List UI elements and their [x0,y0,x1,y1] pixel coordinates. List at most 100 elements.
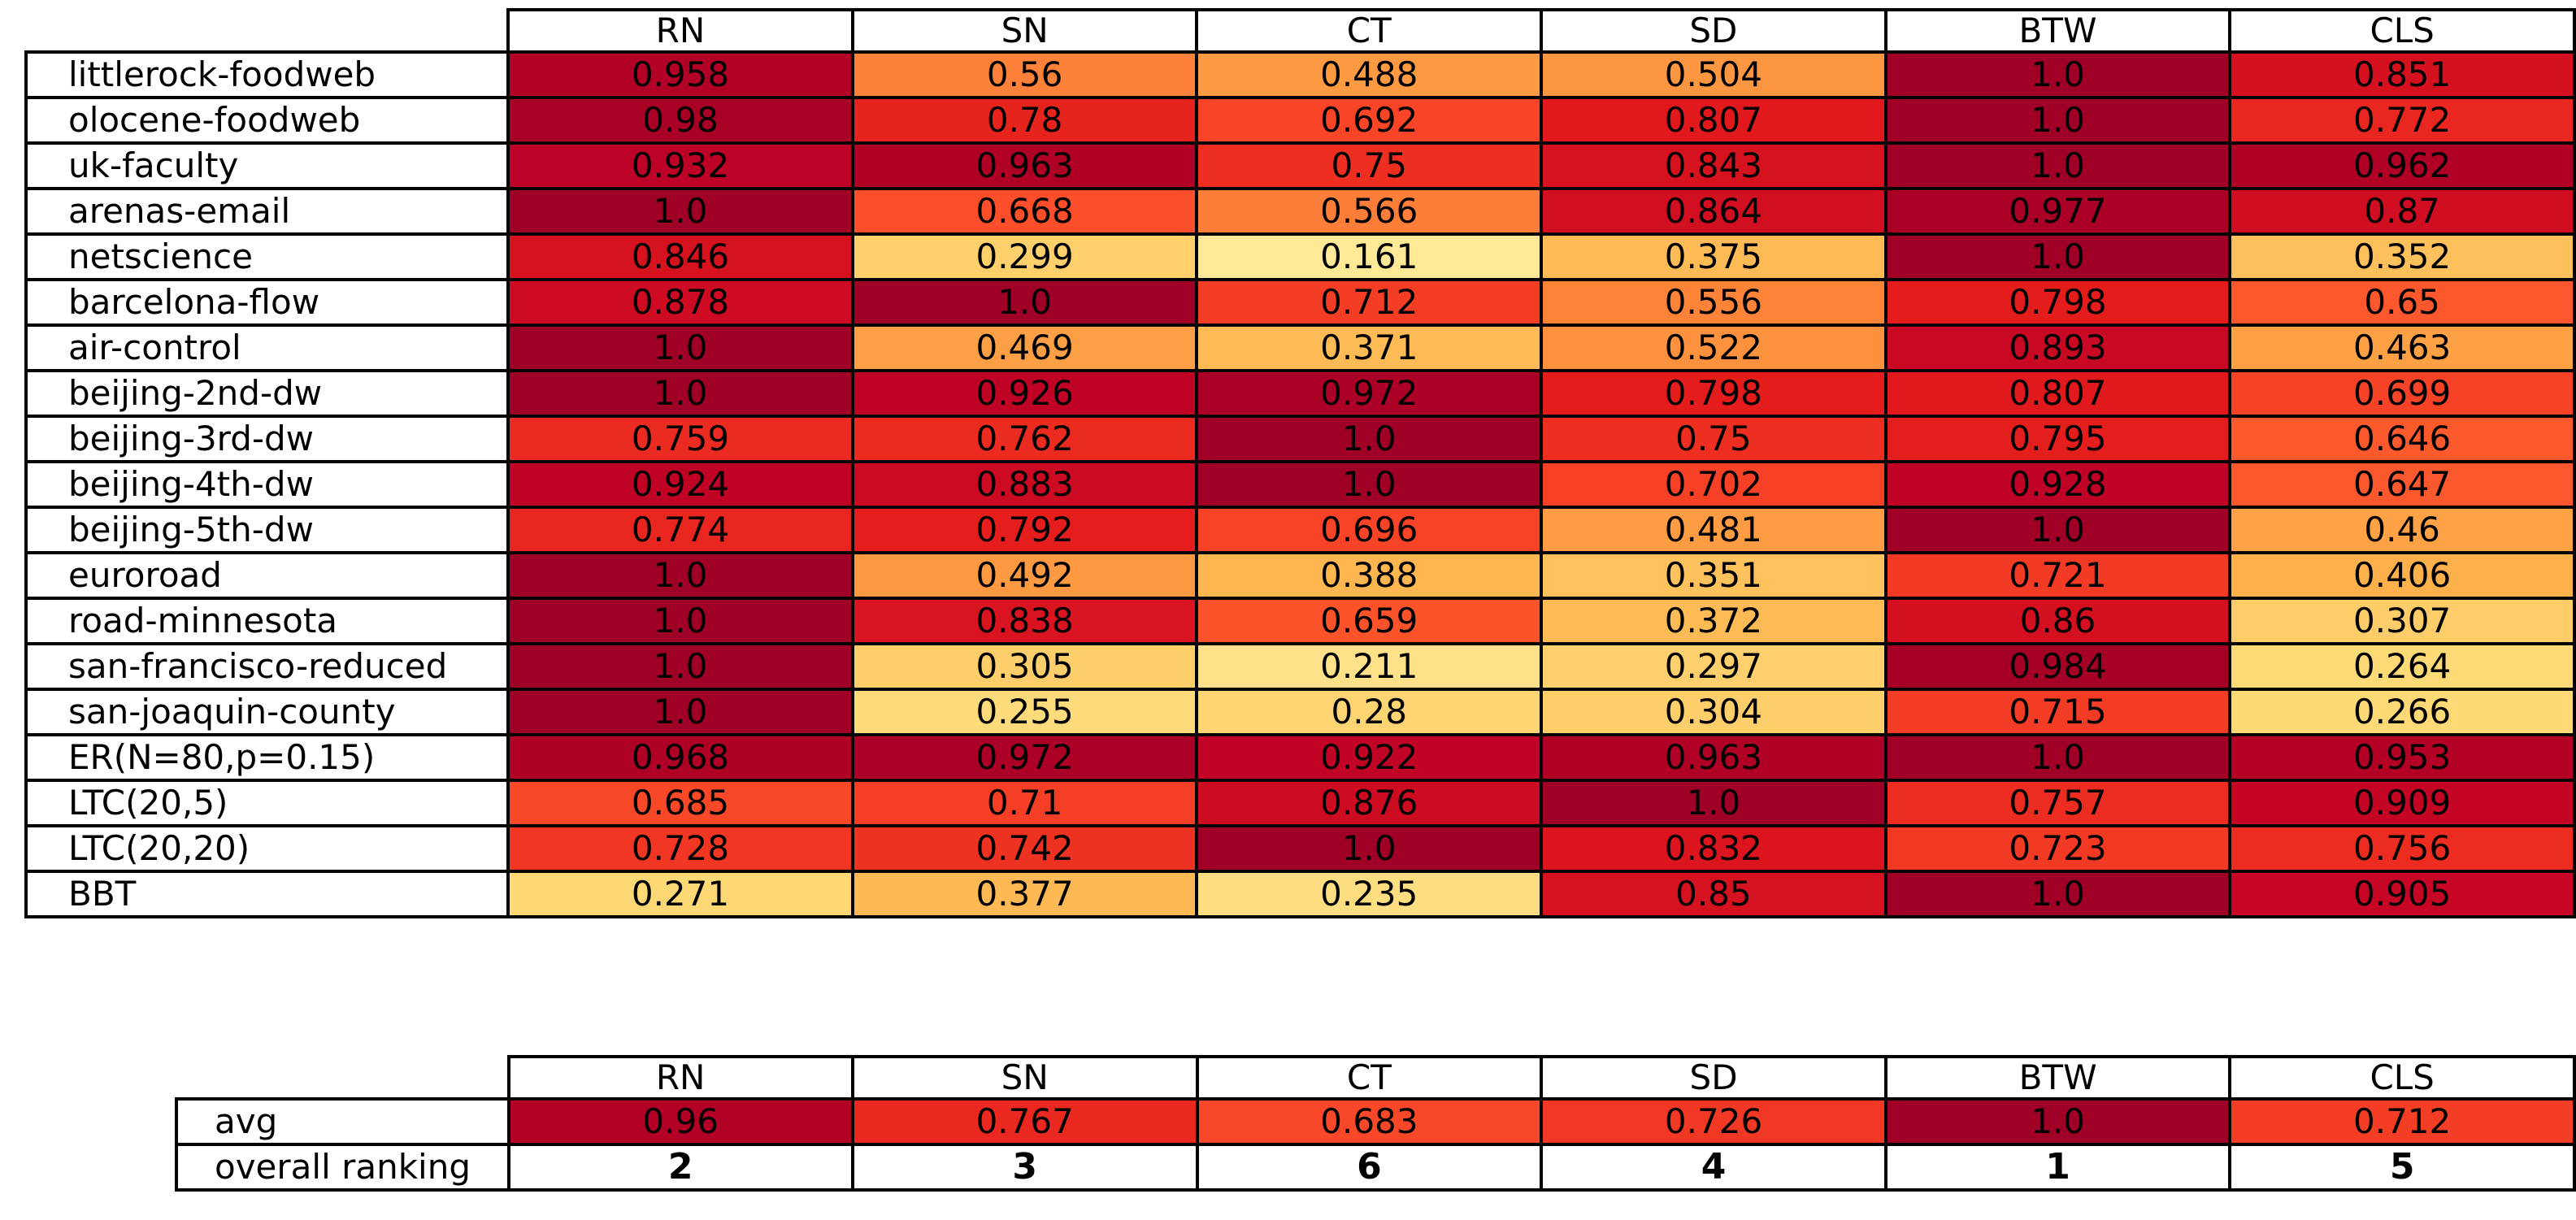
heatmap-cell: 0.909 [2228,779,2576,827]
heatmap-cell: 0.712 [2228,1097,2576,1146]
heatmap-cell: 0.264 [2228,642,2576,691]
heatmap-cell: 1.0 [1883,870,2232,918]
heatmap-cell: 0.352 [2228,232,2576,281]
heatmap-cell: 0.371 [1195,323,1544,372]
heatmap-cell: 0.762 [850,415,1199,463]
heatmap-cell: 0.75 [1540,415,1887,463]
heatmap-cell: 0.883 [850,460,1199,509]
heatmap-cell: 1.0 [1540,779,1887,827]
row-label: beijing-2nd-dw [24,369,510,418]
row-label: netscience [24,232,510,281]
heatmap-cell: 1.0 [506,369,854,418]
heatmap-cell: 0.351 [1540,551,1887,600]
heatmap-cell: 1.0 [1883,733,2232,782]
heatmap-cell: 0.307 [2228,597,2576,645]
heatmap-cell: 0.86 [1883,597,2232,645]
heatmap-cell: 0.953 [2228,733,2576,782]
row-label: avg [175,1097,510,1146]
heatmap-cell: 0.78 [850,96,1199,145]
row-label: uk-faculty [24,141,510,190]
heatmap-cell: 0.702 [1540,460,1887,509]
row-label: beijing-3rd-dw [24,415,510,463]
heatmap-cell: 0.299 [850,232,1199,281]
heatmap-cell: 0.984 [1883,642,2232,691]
column-header: BTW [1883,1055,2232,1101]
column-header: BTW [1883,8,2232,54]
heatmap-cell: 0.712 [1195,278,1544,327]
heatmap-cell: 0.469 [850,323,1199,372]
row-label: ER(N=80,p=0.15) [24,733,510,782]
ranking-cell: 6 [1195,1143,1544,1192]
summary-heatmap-table: RN SN CT SD BTW CLS avg 0.96 0.767 0.683 0.726 1.0 0… [175,1055,2576,1192]
heatmap-cell: 0.795 [1883,415,2232,463]
heatmap-cell: 0.767 [850,1097,1199,1146]
heatmap-cell: 0.305 [850,642,1199,691]
row-label: BBT [24,870,510,918]
heatmap-cell: 0.922 [1195,733,1544,782]
heatmap-cell: 1.0 [506,597,854,645]
heatmap-cell: 0.905 [2228,870,2576,918]
heatmap-cell: 0.683 [1195,1097,1544,1146]
heatmap-cell: 1.0 [506,323,854,372]
benchmark-heatmap-table: RN SN CT SD BTW CLS littlerock-foodweb 0.958 0.5… [24,8,2576,918]
heatmap-cell: 0.696 [1195,506,1544,554]
heatmap-cell: 0.742 [850,824,1199,873]
column-header: RN [506,8,854,54]
heatmap-cell: 0.699 [2228,369,2576,418]
heatmap-cell: 0.28 [1195,688,1544,736]
ranking-cell: 1 [1883,1143,2232,1192]
row-label: littlerock-foodweb [24,50,510,99]
heatmap-cell: 0.846 [506,232,854,281]
heatmap-cell: 0.646 [2228,415,2576,463]
row-label: LTC(20,5) [24,779,510,827]
row-label: barcelona-flow [24,278,510,327]
corner-spacer [176,1057,509,1099]
heatmap-cell: 1.0 [1883,506,2232,554]
heatmap-cell: 0.772 [2228,96,2576,145]
heatmap-cell: 0.304 [1540,688,1887,736]
heatmap-cell: 0.962 [2228,141,2576,190]
heatmap-cell: 0.928 [1883,460,2232,509]
heatmap-cell: 0.864 [1540,187,1887,236]
heatmap-cell: 1.0 [506,551,854,600]
column-header: RN [506,1055,854,1101]
heatmap-cell: 0.798 [1540,369,1887,418]
heatmap-cell: 1.0 [1883,232,2232,281]
row-label: air-control [24,323,510,372]
heatmap-cell: 0.756 [2228,824,2576,873]
heatmap-cell: 0.388 [1195,551,1544,600]
heatmap-cell: 0.266 [2228,688,2576,736]
heatmap-cell: 1.0 [1883,1097,2232,1146]
heatmap-cell: 1.0 [1195,415,1544,463]
heatmap-cell: 0.56 [850,50,1199,99]
ranking-cell: 2 [506,1143,854,1192]
heatmap-cell: 0.968 [506,733,854,782]
heatmap-cell: 0.87 [2228,187,2576,236]
heatmap-cell: 0.255 [850,688,1199,736]
heatmap-cell: 0.759 [506,415,854,463]
heatmap-cell: 0.463 [2228,323,2576,372]
heatmap-cell: 0.271 [506,870,854,918]
heatmap-cell: 0.807 [1540,96,1887,145]
heatmap-cell: 1.0 [506,187,854,236]
heatmap-cell: 0.488 [1195,50,1544,99]
heatmap-cell: 0.963 [850,141,1199,190]
column-header: CT [1195,8,1544,54]
ranking-cell: 4 [1540,1143,1887,1192]
heatmap-cell: 0.807 [1883,369,2232,418]
ranking-cell: 3 [850,1143,1199,1192]
heatmap-cell: 0.161 [1195,232,1544,281]
column-header: CLS [2228,8,2576,54]
column-header: CT [1195,1055,1544,1101]
heatmap-cell: 1.0 [850,278,1199,327]
heatmap-cell: 1.0 [1883,50,2232,99]
heatmap-cell: 0.96 [506,1097,854,1146]
heatmap-cell: 0.377 [850,870,1199,918]
heatmap-cell: 0.958 [506,50,854,99]
heatmap-cell: 0.715 [1883,688,2232,736]
row-label: beijing-4th-dw [24,460,510,509]
column-header: SD [1540,8,1887,54]
row-label: arenas-email [24,187,510,236]
heatmap-cell: 1.0 [1883,141,2232,190]
